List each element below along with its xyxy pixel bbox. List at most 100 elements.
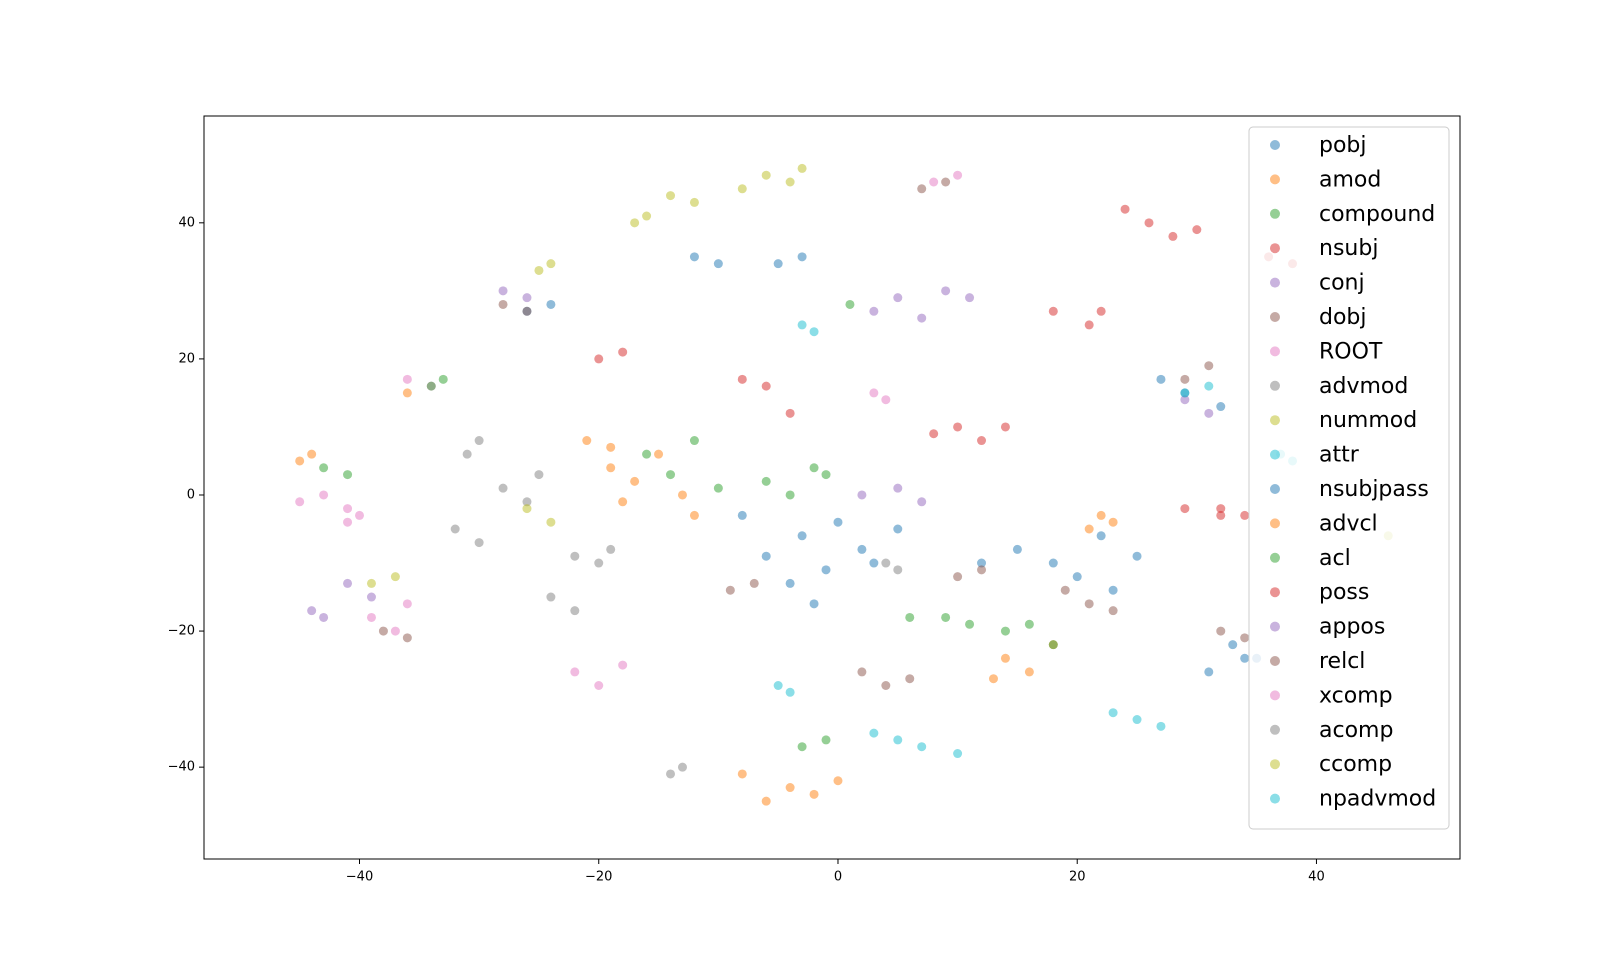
point [809, 789, 819, 799]
x-tick-label: −40 [346, 870, 373, 885]
point [953, 572, 963, 582]
point [797, 742, 807, 752]
point [522, 293, 532, 303]
point [1180, 504, 1190, 514]
point [378, 626, 388, 636]
legend-label: attr [1319, 443, 1360, 468]
point [534, 470, 544, 480]
point [666, 191, 676, 201]
point [917, 184, 927, 194]
legend-label: acl [1319, 546, 1351, 571]
point [773, 680, 783, 690]
point [905, 674, 915, 684]
point [1108, 517, 1118, 527]
legend-marker [1270, 312, 1280, 322]
x-tick-label: 20 [1069, 870, 1086, 885]
point [618, 347, 628, 357]
point [737, 374, 747, 384]
point [522, 306, 532, 316]
point [1216, 402, 1226, 412]
point [1204, 667, 1214, 677]
point [893, 735, 903, 745]
point [713, 483, 723, 493]
point [1240, 510, 1250, 520]
point [977, 558, 987, 568]
point [1180, 388, 1190, 398]
legend-label: nummod [1319, 408, 1417, 433]
point [953, 422, 963, 432]
point [869, 388, 879, 398]
point [390, 572, 400, 582]
point [869, 558, 879, 568]
point [402, 633, 412, 643]
legend-marker [1270, 346, 1280, 357]
y-tick-label: 20 [178, 351, 195, 366]
point [845, 299, 855, 309]
point [689, 436, 699, 446]
point [343, 578, 353, 588]
point [821, 470, 831, 480]
point [498, 299, 508, 309]
point [677, 490, 687, 500]
point [570, 667, 580, 677]
point [917, 313, 927, 323]
point [881, 395, 891, 405]
point [402, 388, 412, 398]
point [450, 524, 460, 534]
point [761, 796, 771, 806]
point [606, 544, 616, 554]
point [1108, 606, 1118, 616]
point [1180, 374, 1190, 384]
legend-marker [1270, 380, 1280, 391]
point [713, 259, 723, 269]
point [905, 612, 915, 622]
point [881, 558, 891, 568]
point [785, 783, 795, 793]
point [390, 626, 400, 636]
point [797, 531, 807, 541]
legend-label: dobj [1319, 305, 1367, 330]
point [869, 306, 879, 316]
legend-marker [1270, 690, 1280, 701]
legend-marker [1270, 656, 1280, 666]
point [594, 354, 604, 364]
point [1156, 721, 1166, 731]
legend-label: advcl [1319, 511, 1378, 536]
legend-label: compound [1319, 202, 1435, 227]
point [319, 463, 329, 473]
point [1156, 374, 1166, 384]
point [761, 551, 771, 561]
point [809, 599, 819, 609]
legend-label: nsubjpass [1319, 477, 1429, 502]
y-tick-label: 40 [178, 215, 195, 230]
point [594, 558, 604, 568]
point [642, 211, 652, 221]
legend-marker [1270, 484, 1280, 494]
point [666, 769, 676, 779]
point [941, 612, 951, 622]
point [725, 585, 735, 595]
point [546, 517, 556, 527]
legend-label: appos [1319, 615, 1385, 640]
point [1084, 524, 1094, 534]
point [1000, 626, 1010, 636]
point [606, 442, 616, 452]
legend-label: pobj [1319, 133, 1367, 158]
point [295, 497, 305, 507]
point [689, 510, 699, 520]
x-tick-label: 0 [834, 870, 842, 885]
point [594, 680, 604, 690]
point [785, 490, 795, 500]
point [893, 293, 903, 303]
point [1024, 667, 1034, 677]
point [1216, 504, 1226, 514]
legend-label: relcl [1319, 649, 1365, 674]
point [1204, 361, 1214, 371]
point [749, 578, 759, 588]
point [785, 687, 795, 697]
point [307, 449, 317, 459]
point [319, 490, 329, 500]
point [343, 470, 353, 480]
point [893, 483, 903, 493]
point [1108, 708, 1118, 718]
